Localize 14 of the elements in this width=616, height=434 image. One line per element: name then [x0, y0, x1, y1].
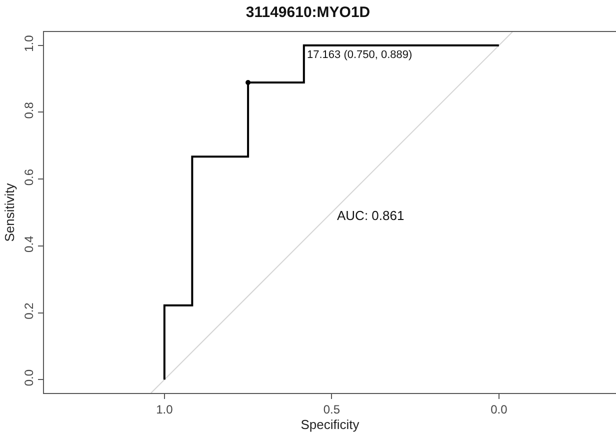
annotation: 17.163 (0.750, 0.889) [307, 49, 412, 61]
y-tick-label: 0.2 [22, 302, 36, 320]
x-axis-title: Specificity [300, 417, 360, 432]
y-tick-label: 0.6 [22, 168, 36, 186]
y-axis-title: Sensitivity [2, 182, 18, 242]
x-tick-label: 0.0 [490, 402, 508, 416]
annotation: AUC: 0.861 [337, 208, 404, 223]
y-tick-label: 0.0 [22, 369, 36, 386]
y-tick-label: 0.4 [22, 235, 36, 252]
x-tick-label: 1.0 [156, 402, 174, 416]
y-tick-label: 0.8 [22, 102, 36, 119]
y-tick-label: 1.0 [22, 34, 36, 52]
x-tick-label: 0.5 [323, 402, 340, 416]
chart-title: 31149610:MYO1D [246, 4, 370, 22]
